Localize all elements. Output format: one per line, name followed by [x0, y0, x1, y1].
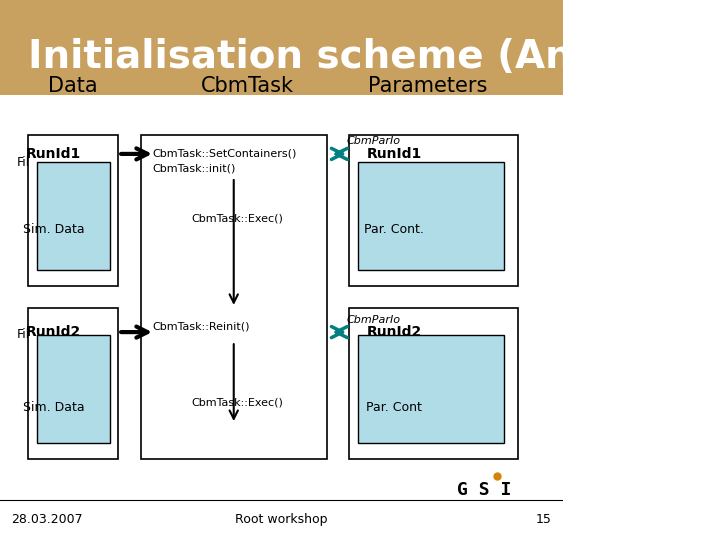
Text: Root workshop: Root workshop	[235, 513, 328, 526]
FancyBboxPatch shape	[358, 335, 504, 443]
Text: Sim. Data: Sim. Data	[23, 401, 84, 414]
Text: Par. Cont: Par. Cont	[366, 401, 422, 414]
FancyBboxPatch shape	[37, 335, 110, 443]
FancyBboxPatch shape	[141, 135, 327, 459]
Text: Data: Data	[48, 76, 98, 97]
FancyBboxPatch shape	[28, 308, 118, 459]
Text: CbmTask::Exec(): CbmTask::Exec()	[192, 397, 284, 407]
Text: CbmTask::Exec(): CbmTask::Exec()	[192, 214, 284, 224]
Text: Parameters: Parameters	[369, 76, 487, 97]
Text: CbmTask::SetContainers(): CbmTask::SetContainers()	[152, 149, 297, 159]
Text: RunId2: RunId2	[26, 325, 81, 339]
Text: 28.03.2007: 28.03.2007	[12, 513, 83, 526]
FancyBboxPatch shape	[28, 135, 118, 286]
Text: CbmParIo: CbmParIo	[346, 137, 400, 146]
Text: 15: 15	[536, 513, 552, 526]
Text: CbmTask: CbmTask	[202, 76, 294, 97]
Text: File=1: File=1	[17, 156, 56, 168]
FancyBboxPatch shape	[0, 0, 563, 94]
Text: RunId2: RunId2	[366, 325, 422, 339]
FancyBboxPatch shape	[349, 308, 518, 459]
Text: G S I: G S I	[457, 481, 512, 500]
Text: RunId1: RunId1	[26, 147, 81, 161]
Text: CbmTask::init(): CbmTask::init()	[152, 164, 235, 173]
Text: Sim. Data: Sim. Data	[23, 223, 84, 236]
FancyBboxPatch shape	[37, 162, 110, 270]
Text: Par. Cont.: Par. Cont.	[364, 223, 424, 236]
Text: CbmTask::Reinit(): CbmTask::Reinit()	[152, 322, 250, 332]
FancyBboxPatch shape	[358, 162, 504, 270]
Text: File=2: File=2	[17, 328, 56, 341]
FancyBboxPatch shape	[349, 135, 518, 286]
Text: Initialisation scheme (Analysis): Initialisation scheme (Analysis)	[28, 38, 715, 76]
Text: CbmParIo: CbmParIo	[346, 315, 400, 325]
Text: RunId1: RunId1	[366, 147, 422, 161]
